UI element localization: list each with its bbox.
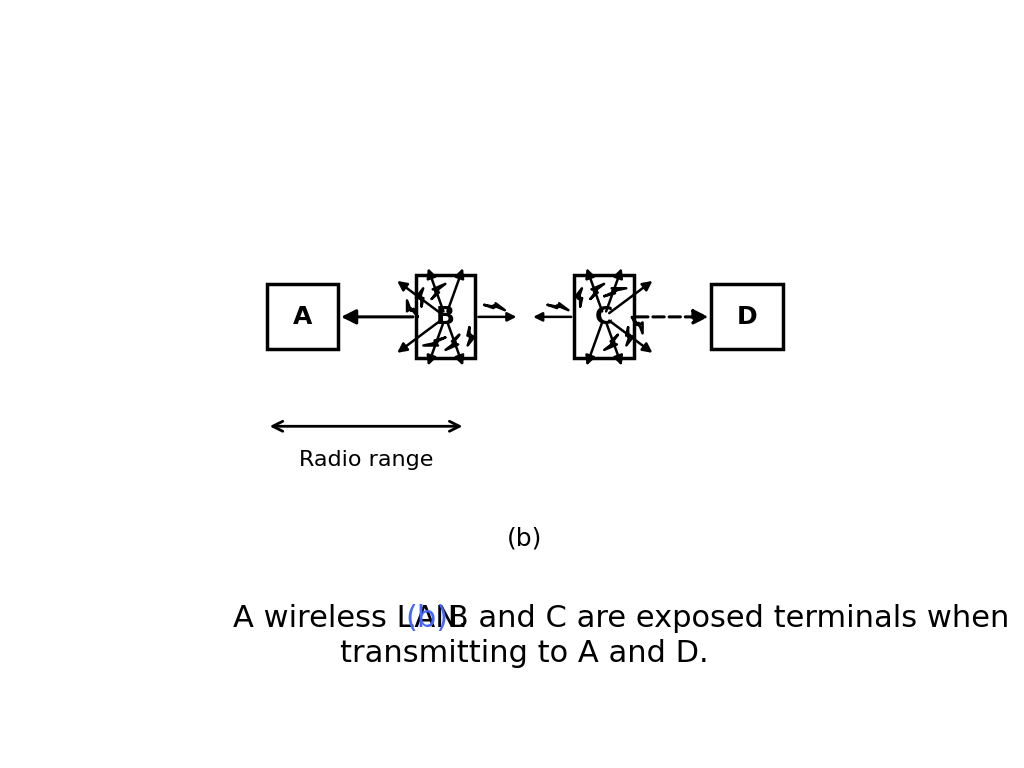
- Bar: [267, 284, 338, 349]
- Text: Radio range: Radio range: [299, 450, 433, 470]
- Bar: [416, 276, 475, 358]
- Text: A: A: [293, 305, 312, 329]
- Text: D: D: [736, 305, 758, 329]
- Text: B and C are exposed terminals when: B and C are exposed terminals when: [438, 604, 1010, 633]
- Text: B: B: [436, 305, 455, 329]
- Text: (b): (b): [507, 527, 543, 551]
- Text: transmitting to A and D.: transmitting to A and D.: [341, 639, 709, 668]
- Bar: [574, 276, 634, 358]
- Text: (b): (b): [406, 604, 449, 633]
- Bar: [712, 284, 782, 349]
- Text: C: C: [595, 305, 613, 329]
- Text: A wireless LAN.: A wireless LAN.: [232, 604, 477, 633]
